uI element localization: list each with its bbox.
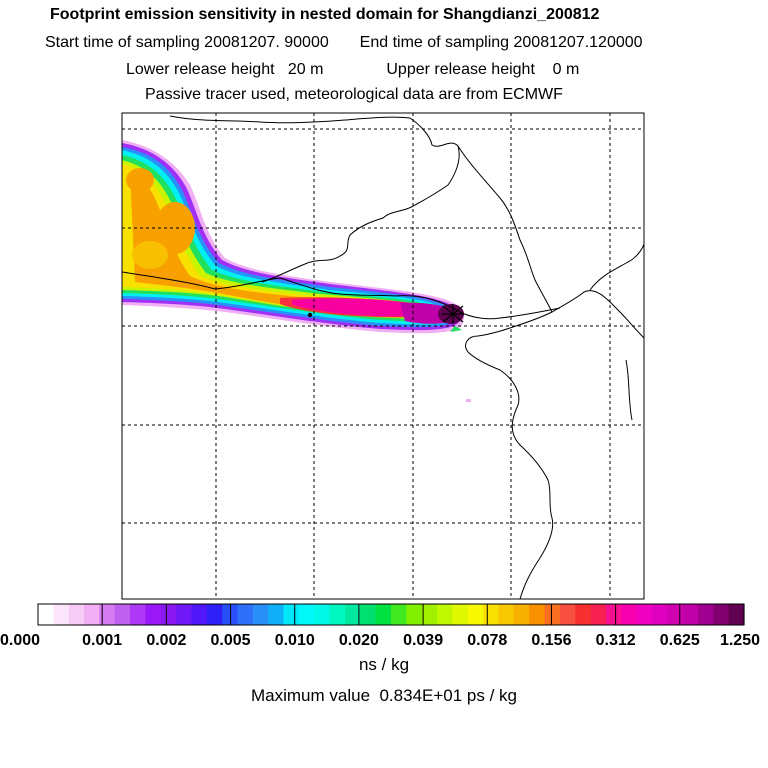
colorbar-cell — [252, 604, 269, 625]
colorbar-cell — [406, 604, 423, 625]
colorbar-tick-label: 0.010 — [275, 632, 315, 649]
colorbar-cell — [176, 604, 193, 625]
colorbar-cell — [206, 604, 223, 625]
plume-magenta — [292, 298, 433, 317]
colorbar-cell — [375, 604, 392, 625]
colorbar-cell — [38, 604, 54, 625]
colorbar-cell — [437, 604, 453, 625]
coastlines-borders — [122, 115, 644, 599]
colorbar-dividers — [101, 604, 681, 625]
coast-line-1 — [261, 117, 460, 283]
colorbar-tick-label: 0.625 — [660, 632, 700, 649]
start-time-label: Start time of sampling 20081207. 90000 — [45, 34, 329, 51]
colorbar-unit: ns / kg — [358, 655, 410, 674]
colorbar-cell — [713, 604, 730, 625]
colorbar-cell — [651, 604, 668, 625]
colorbar-cells — [38, 604, 745, 625]
colorbar-cell — [498, 604, 515, 625]
colorbar-cell — [682, 604, 699, 625]
receptor-marker — [442, 304, 464, 324]
colorbar-cell — [575, 604, 592, 625]
plume-speck — [466, 399, 471, 402]
colorbar-cell — [697, 604, 714, 625]
colorbar-cell — [621, 604, 638, 625]
colorbar-cell — [191, 604, 208, 625]
colorbar-cell — [391, 604, 407, 625]
tracer-note: Passive tracer used, meteorological data… — [145, 86, 563, 103]
colorbar-tick-label: 0.005 — [211, 632, 251, 649]
colorbar-cell — [298, 604, 315, 625]
upper-height-label: Upper release height 0 m — [386, 61, 580, 78]
colorbar-tick-label: 1.250 — [720, 632, 760, 649]
colorbar-cell — [344, 604, 361, 625]
grid-lines — [122, 113, 644, 599]
colorbar-frame — [37, 603, 745, 626]
colorbar-tick-label: 0.156 — [531, 632, 571, 649]
colorbar-cell — [559, 604, 576, 625]
colorbar-tick-label: 0.078 — [467, 632, 507, 649]
colorbar-tick-label: 0.039 — [403, 632, 443, 649]
colorbar-cell — [314, 604, 331, 625]
border-line-1 — [122, 271, 396, 297]
release-heights: Lower release height 20 m Upper release … — [126, 61, 768, 79]
colorbar-cell — [529, 604, 546, 625]
colorbar-tick-label: 0.312 — [596, 632, 636, 649]
plume-fleck — [450, 326, 462, 332]
colorbar-cell — [283, 604, 300, 625]
border-line-2 — [394, 295, 561, 320]
colorbar-cell — [544, 604, 561, 625]
colorbar-cell — [84, 604, 100, 625]
coast-line-4 — [589, 243, 644, 291]
colorbar-cell — [483, 604, 500, 625]
maximum-value-label: Maximum value 0.834E+01 ps / kg — [251, 686, 517, 705]
colorbar-cell — [513, 604, 530, 625]
end-time-label: End time of sampling 20081207.120000 — [359, 34, 643, 51]
colorbar-cell — [114, 604, 131, 625]
colorbar-cell — [268, 604, 285, 625]
colorbar-cell — [145, 604, 162, 625]
coast-line-3 — [551, 290, 644, 339]
plume-orange-patch — [155, 202, 195, 254]
coast-line-2 — [457, 145, 554, 599]
colorbar-cell — [237, 604, 254, 625]
border-line-3 — [169, 115, 411, 124]
colorbar-tick-label: 0.000 — [0, 632, 40, 649]
footprint-plume — [122, 140, 471, 402]
plume-yellow — [122, 164, 439, 318]
sampling-times: Start time of sampling 20081207. 90000 E… — [45, 34, 768, 52]
colorbar-cell — [160, 604, 177, 625]
colorbar-tick-label: 0.020 — [339, 632, 379, 649]
city-marker — [307, 312, 313, 318]
colorbar-cell — [467, 604, 484, 625]
map-plot — [121, 112, 645, 600]
colorbar-cell — [329, 604, 346, 625]
colorbar-cell — [99, 604, 116, 625]
colorbar: 0.000 0.001 0.002 0.005 0.010 0.020 0.039 0.078… — [0, 603, 760, 649]
plume-orange-patch-2 — [126, 168, 154, 192]
chart-title: Footprint emission sensitivity in nested… — [50, 6, 600, 23]
colorbar-tick-label: 0.001 — [82, 632, 122, 649]
colorbar-cell — [452, 604, 469, 625]
coast-line-5 — [625, 359, 633, 421]
map-background — [122, 113, 644, 599]
colorbar-cell — [68, 604, 85, 625]
plume-orange-patch-3 — [132, 241, 168, 269]
colorbar-tick-label: 0.002 — [146, 632, 186, 649]
colorbar-cell — [636, 604, 653, 625]
colorbar-tick-labels: 0.000 0.001 0.002 0.005 0.010 0.020 0.039 0.078… — [0, 632, 760, 649]
colorbar-cell — [728, 604, 745, 625]
colorbar-cell — [360, 604, 377, 625]
lower-height-label: Lower release height 20 m — [126, 61, 324, 78]
colorbar-cell — [53, 604, 70, 625]
colorbar-cell — [421, 604, 438, 625]
map-frame — [121, 112, 645, 600]
colorbar-cell — [130, 604, 147, 625]
colorbar-cell — [590, 604, 607, 625]
colorbar-cell — [667, 604, 684, 625]
colorbar-cell — [605, 604, 622, 625]
